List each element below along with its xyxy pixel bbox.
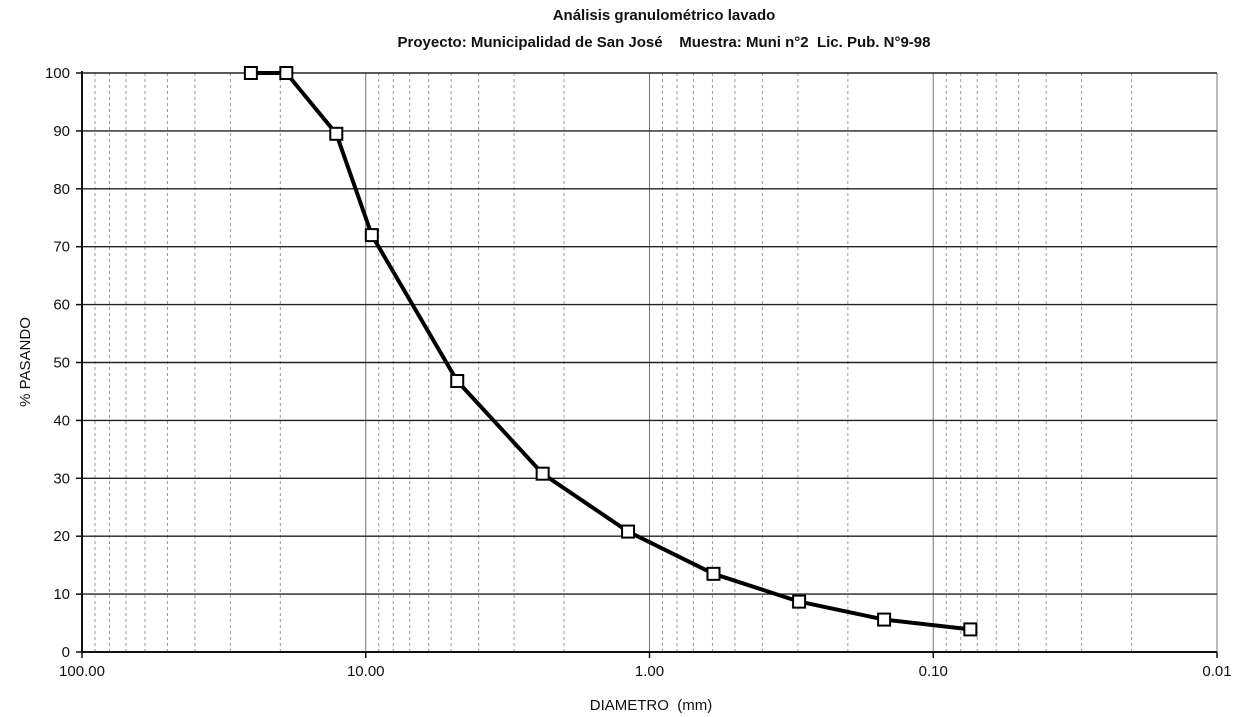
data-point xyxy=(535,466,550,481)
data-point xyxy=(706,566,721,581)
y-tick-label: 20 xyxy=(53,528,70,545)
x-tick-label: 0.10 xyxy=(919,663,948,680)
data-point xyxy=(792,594,807,609)
y-tick-label: 100 xyxy=(45,65,70,82)
x-tick-label: 1.00 xyxy=(635,663,664,680)
x-tick-label: 100.00 xyxy=(59,663,105,680)
axes xyxy=(76,71,1218,658)
data-point xyxy=(621,524,636,539)
grid xyxy=(81,72,1218,653)
x-axis-label: DIAMETRO (mm) xyxy=(590,697,712,714)
data-point xyxy=(963,622,978,637)
y-tick-label: 10 xyxy=(53,586,70,603)
x-tick-label: 10.00 xyxy=(347,663,385,680)
data-point xyxy=(243,66,258,80)
y-tick-label: 90 xyxy=(53,123,70,140)
data-point xyxy=(450,374,465,389)
chart-title: Análisis granulométrico lavado xyxy=(553,7,776,24)
y-tick-label: 30 xyxy=(53,470,70,487)
data-point xyxy=(877,612,892,627)
y-axis-label: % PASANDO xyxy=(17,317,34,407)
series xyxy=(243,66,978,637)
series-line xyxy=(250,71,971,632)
chart-subtitle: Proyecto: Municipalidad de San José Mues… xyxy=(398,34,931,51)
data-point xyxy=(279,66,294,80)
data-point xyxy=(364,228,379,243)
y-tick-label: 50 xyxy=(53,355,70,372)
y-tick-label: 60 xyxy=(53,297,70,314)
y-tick-label: 40 xyxy=(53,412,70,429)
data-point xyxy=(329,126,344,141)
y-tick-label: 70 xyxy=(53,239,70,256)
y-tick-label: 80 xyxy=(53,181,70,198)
y-tick-label: 0 xyxy=(62,644,70,661)
tick-labels: 0 10 20 30 40 50 60 70 80 90 100 100.00 10.00 1.00 0.1… xyxy=(45,65,1232,680)
x-tick-label: 0.01 xyxy=(1202,663,1231,680)
